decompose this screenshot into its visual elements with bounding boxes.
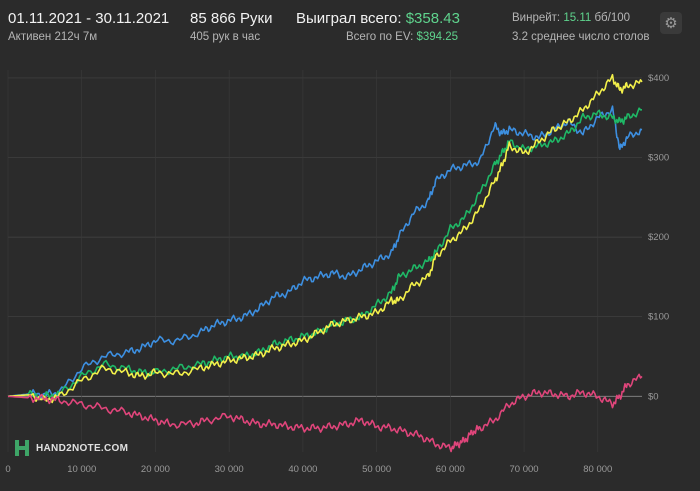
ev-total: Всего по EV: $394.25	[346, 31, 458, 43]
hands-count: 85 866 Руки	[190, 10, 273, 27]
y-tick-label: $0	[648, 391, 659, 402]
y-tick-label: $300	[648, 153, 669, 164]
won-total: Выиграл всего: $358.43	[296, 10, 460, 27]
x-tick-label: 0	[5, 464, 10, 475]
ev-label: Всего по EV:	[346, 31, 414, 43]
y-tick-label: $400	[648, 73, 669, 84]
ev-value: $394.25	[416, 31, 459, 43]
x-axis-labels: 0 10 000 20 000 30 000 40 000 50 000 60 000 70 …	[5, 464, 612, 475]
winrate-unit: бб/100	[594, 12, 631, 24]
x-tick-label: 80 000	[583, 464, 612, 475]
chart-grid	[7, 70, 642, 452]
x-tick-label: 40 000	[288, 464, 317, 475]
y-axis-labels: $0 $100 $200 $300 $400	[648, 73, 669, 402]
hand2note-logo-icon	[14, 440, 30, 456]
hands-per-hour: 405 рук в час	[190, 31, 261, 43]
x-tick-label: 10 000	[67, 464, 96, 475]
won-label: Выиграл всего:	[296, 10, 402, 27]
winrate-value: 15.11	[563, 12, 592, 24]
x-tick-label: 70 000	[510, 464, 539, 475]
profit-chart: $0 $100 $200 $300 $400 0 10 000 20 000 30 000 40…	[5, 70, 669, 475]
logo-text: HAND2NOTE.COM	[36, 442, 129, 454]
date-range[interactable]: 01.11.2021 - 30.11.2021	[8, 10, 170, 27]
x-tick-label: 20 000	[141, 464, 170, 475]
series-line-4	[7, 373, 643, 453]
x-tick-label: 60 000	[436, 464, 465, 475]
x-tick-label: 50 000	[362, 464, 391, 475]
series-line-1	[7, 105, 643, 399]
gear-icon[interactable]: ⚙	[660, 12, 682, 34]
active-time: Активен 212ч 7м	[8, 31, 98, 43]
hand2note-logo: HAND2NOTE.COM	[14, 440, 128, 456]
winrate-label: Винрейт:	[512, 12, 561, 24]
chart-series	[7, 73, 643, 453]
winrate: Винрейт: 15.11 бб/100	[512, 12, 630, 24]
x-tick-label: 30 000	[215, 464, 244, 475]
stats-header: 01.11.2021 - 30.11.2021 Активен 212ч 7м …	[0, 0, 700, 62]
y-tick-label: $100	[648, 312, 669, 323]
won-value: $358.43	[405, 10, 460, 27]
y-tick-label: $200	[648, 232, 669, 243]
avg-tables: 3.2 среднее число столов	[512, 31, 650, 43]
series-line-3	[7, 73, 643, 404]
